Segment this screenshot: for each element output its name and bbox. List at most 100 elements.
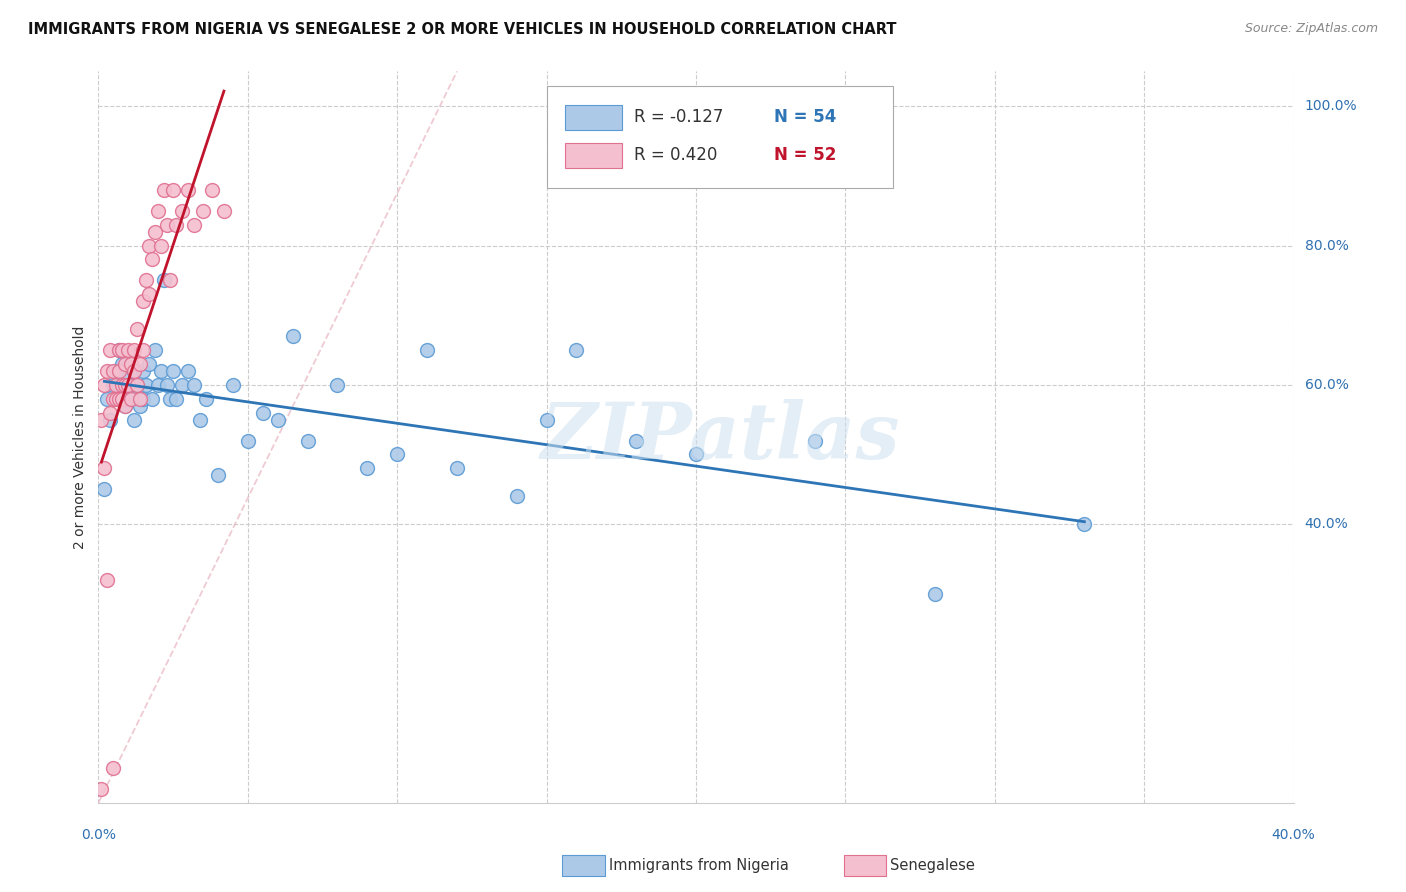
Point [108,343,131,357]
Text: 0.0%: 0.0% [82,828,115,842]
Point [172,203,194,218]
Text: 100.0%: 100.0% [1305,99,1357,113]
Point [103,377,125,392]
Point [177,183,200,197]
Point [108,343,131,357]
Point [127,377,149,392]
Point [93,461,115,475]
Point [153,183,176,197]
Point [129,399,152,413]
Text: IMMIGRANTS FROM NIGERIA VS SENEGALESE 2 OR MORE VEHICLES IN HOUSEHOLD CORRELATIO: IMMIGRANTS FROM NIGERIA VS SENEGALESE 2 … [28,22,897,37]
Point [103,364,125,378]
Point [624,434,647,448]
Point [117,371,139,385]
Point [536,412,558,426]
Point [165,218,187,232]
Point [114,377,136,392]
Point [98,412,122,426]
Point [143,225,166,239]
Point [108,392,131,406]
Point [385,448,409,462]
Point [96,392,118,406]
Point [148,377,170,392]
Point [138,287,160,301]
Point [191,203,214,218]
Text: ZIPatlas: ZIPatlas [540,399,900,475]
Point [117,392,139,406]
Point [127,377,149,392]
Point [93,483,115,497]
Point [111,343,134,357]
FancyBboxPatch shape [565,144,621,168]
Point [267,412,290,426]
Point [96,364,118,378]
Point [90,781,112,796]
Point [135,273,157,287]
Point [924,587,946,601]
Point [159,392,181,406]
Point [297,434,319,448]
Point [356,461,378,475]
Point [111,377,134,392]
Text: 80.0%: 80.0% [1305,238,1348,252]
Text: R = -0.127: R = -0.127 [634,109,723,127]
Point [162,364,184,378]
Point [132,294,155,309]
Point [114,399,136,413]
Text: Immigrants from Nigeria: Immigrants from Nigeria [609,858,789,872]
Point [506,489,529,503]
Point [138,238,160,252]
Point [114,399,136,413]
Point [165,392,187,406]
Point [98,406,122,420]
Point [111,392,134,406]
Point [117,343,139,357]
Point [120,392,142,406]
Point [156,377,179,392]
Point [194,392,218,406]
Point [132,392,155,406]
Point [93,377,115,392]
Point [446,461,468,475]
Point [236,434,259,448]
Point [96,573,118,587]
Point [212,203,235,218]
Point [150,238,173,252]
Point [156,218,179,232]
Point [141,392,163,406]
Text: Source: ZipAtlas.com: Source: ZipAtlas.com [1244,22,1378,36]
Point [804,434,827,448]
Text: 40.0%: 40.0% [1271,828,1316,842]
Point [124,364,146,378]
Text: 60.0%: 60.0% [1305,378,1348,392]
Point [150,364,173,378]
Point [120,377,142,392]
Point [108,364,131,378]
Point [565,343,588,357]
Point [132,364,155,378]
Point [183,377,205,392]
Point [138,357,160,371]
Point [124,364,146,378]
Point [132,343,155,357]
Point [207,468,229,483]
Point [201,183,224,197]
Point [177,364,200,378]
Point [124,412,146,426]
Text: 40.0%: 40.0% [1305,517,1348,531]
Point [98,343,122,357]
Text: N = 52: N = 52 [773,146,837,164]
Text: R = 0.420: R = 0.420 [634,146,717,164]
Point [188,412,211,426]
Point [103,392,125,406]
Point [252,406,274,420]
Point [1073,517,1095,532]
Point [103,761,125,775]
Point [135,377,157,392]
Point [326,377,349,392]
Point [105,377,128,392]
Point [114,357,136,371]
Point [120,357,142,371]
Point [105,364,128,378]
Text: N = 54: N = 54 [773,109,837,127]
